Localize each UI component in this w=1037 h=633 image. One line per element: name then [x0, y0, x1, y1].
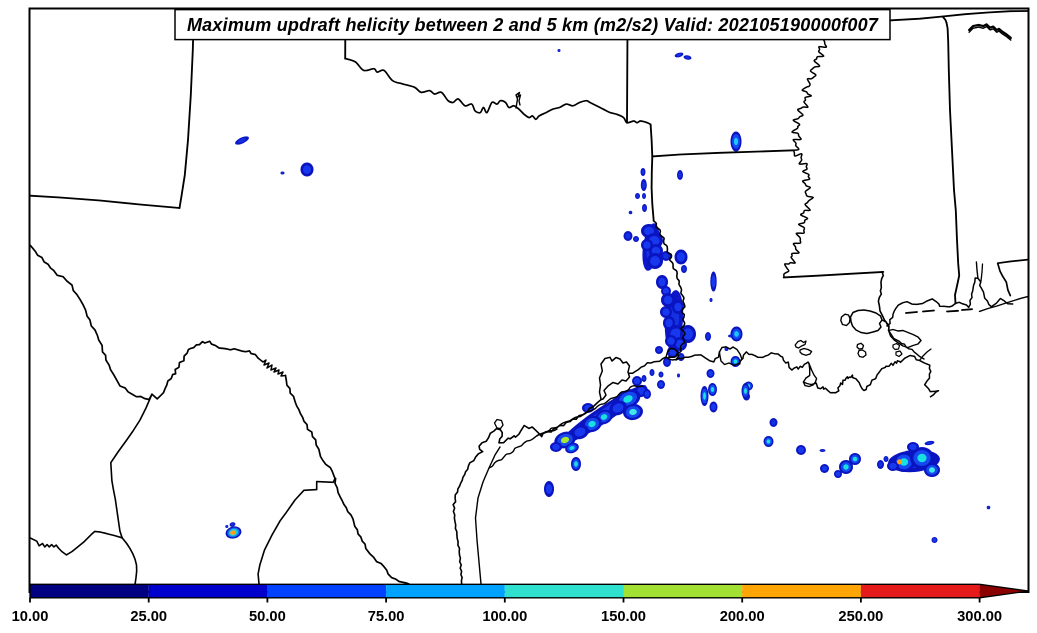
- svg-text:Maximum updraft helicity betwe: Maximum updraft helicity between 2 and 5…: [187, 15, 879, 35]
- svg-text:10.00: 10.00: [12, 609, 49, 625]
- svg-text:300.00: 300.00: [957, 609, 1002, 625]
- svg-text:200.00: 200.00: [720, 609, 765, 625]
- svg-text:25.00: 25.00: [130, 609, 167, 625]
- svg-text:100.00: 100.00: [482, 609, 527, 625]
- svg-text:250.00: 250.00: [838, 609, 883, 625]
- svg-text:50.00: 50.00: [249, 609, 286, 625]
- svg-text:75.00: 75.00: [368, 609, 405, 625]
- svg-text:150.00: 150.00: [601, 609, 646, 625]
